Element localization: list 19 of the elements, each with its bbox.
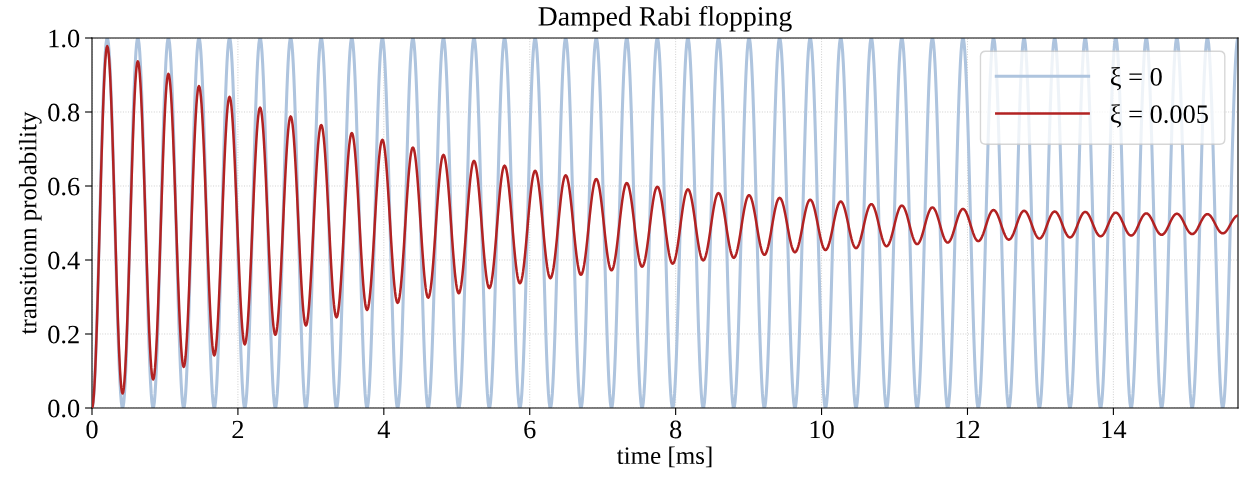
x-tick-label: 10	[810, 420, 834, 439]
legend-label: ξ = 0.005	[1110, 104, 1208, 128]
y-tick-label: 0.2	[48, 325, 79, 344]
chart-title: Damped Rabi flopping	[538, 5, 792, 32]
x-tick-label: 0	[86, 420, 98, 439]
y-axis-title: transitionn probability	[18, 111, 42, 335]
x-tick-label: 12	[956, 420, 980, 439]
y-tick-label: 0.8	[48, 103, 80, 122]
y-tick-label: 1.0	[49, 29, 80, 48]
y-tick-label: 0.4	[48, 251, 80, 270]
legend-label: ξ = 0	[1110, 67, 1162, 91]
x-tick-label: 8	[670, 420, 682, 439]
x-axis-title: time [ms]	[616, 446, 712, 468]
y-tick-label: 0.0	[48, 399, 80, 418]
x-tick-label: 6	[524, 420, 536, 439]
x-tick-label: 2	[232, 420, 244, 439]
x-tick-label: 4	[377, 420, 391, 439]
y-tick-label: 0.6	[48, 177, 80, 196]
x-tick-label: 14	[1102, 420, 1127, 439]
